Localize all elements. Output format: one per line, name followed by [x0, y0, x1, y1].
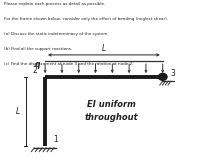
Text: For the frame shown below, consider only the effect of bending (neglect shear).: For the frame shown below, consider only… — [4, 17, 168, 21]
Text: (c) Find the displacement at node 3 and the rotation at node 2.: (c) Find the displacement at node 3 and … — [4, 62, 133, 66]
Text: 2: 2 — [33, 66, 37, 75]
Text: Please explain each process as detail as possible.: Please explain each process as detail as… — [4, 2, 105, 6]
Circle shape — [158, 73, 167, 80]
Text: q: q — [35, 60, 40, 69]
Text: L: L — [102, 44, 106, 52]
Text: (b) Find all the support reactions.: (b) Find all the support reactions. — [4, 47, 72, 51]
Text: 1: 1 — [53, 135, 58, 144]
Text: 3: 3 — [171, 69, 175, 78]
Text: (a) Discuss the static indeterminacy of the system.: (a) Discuss the static indeterminacy of … — [4, 32, 109, 36]
Text: EI uniform
throughout: EI uniform throughout — [85, 100, 139, 122]
Text: L: L — [15, 107, 20, 116]
